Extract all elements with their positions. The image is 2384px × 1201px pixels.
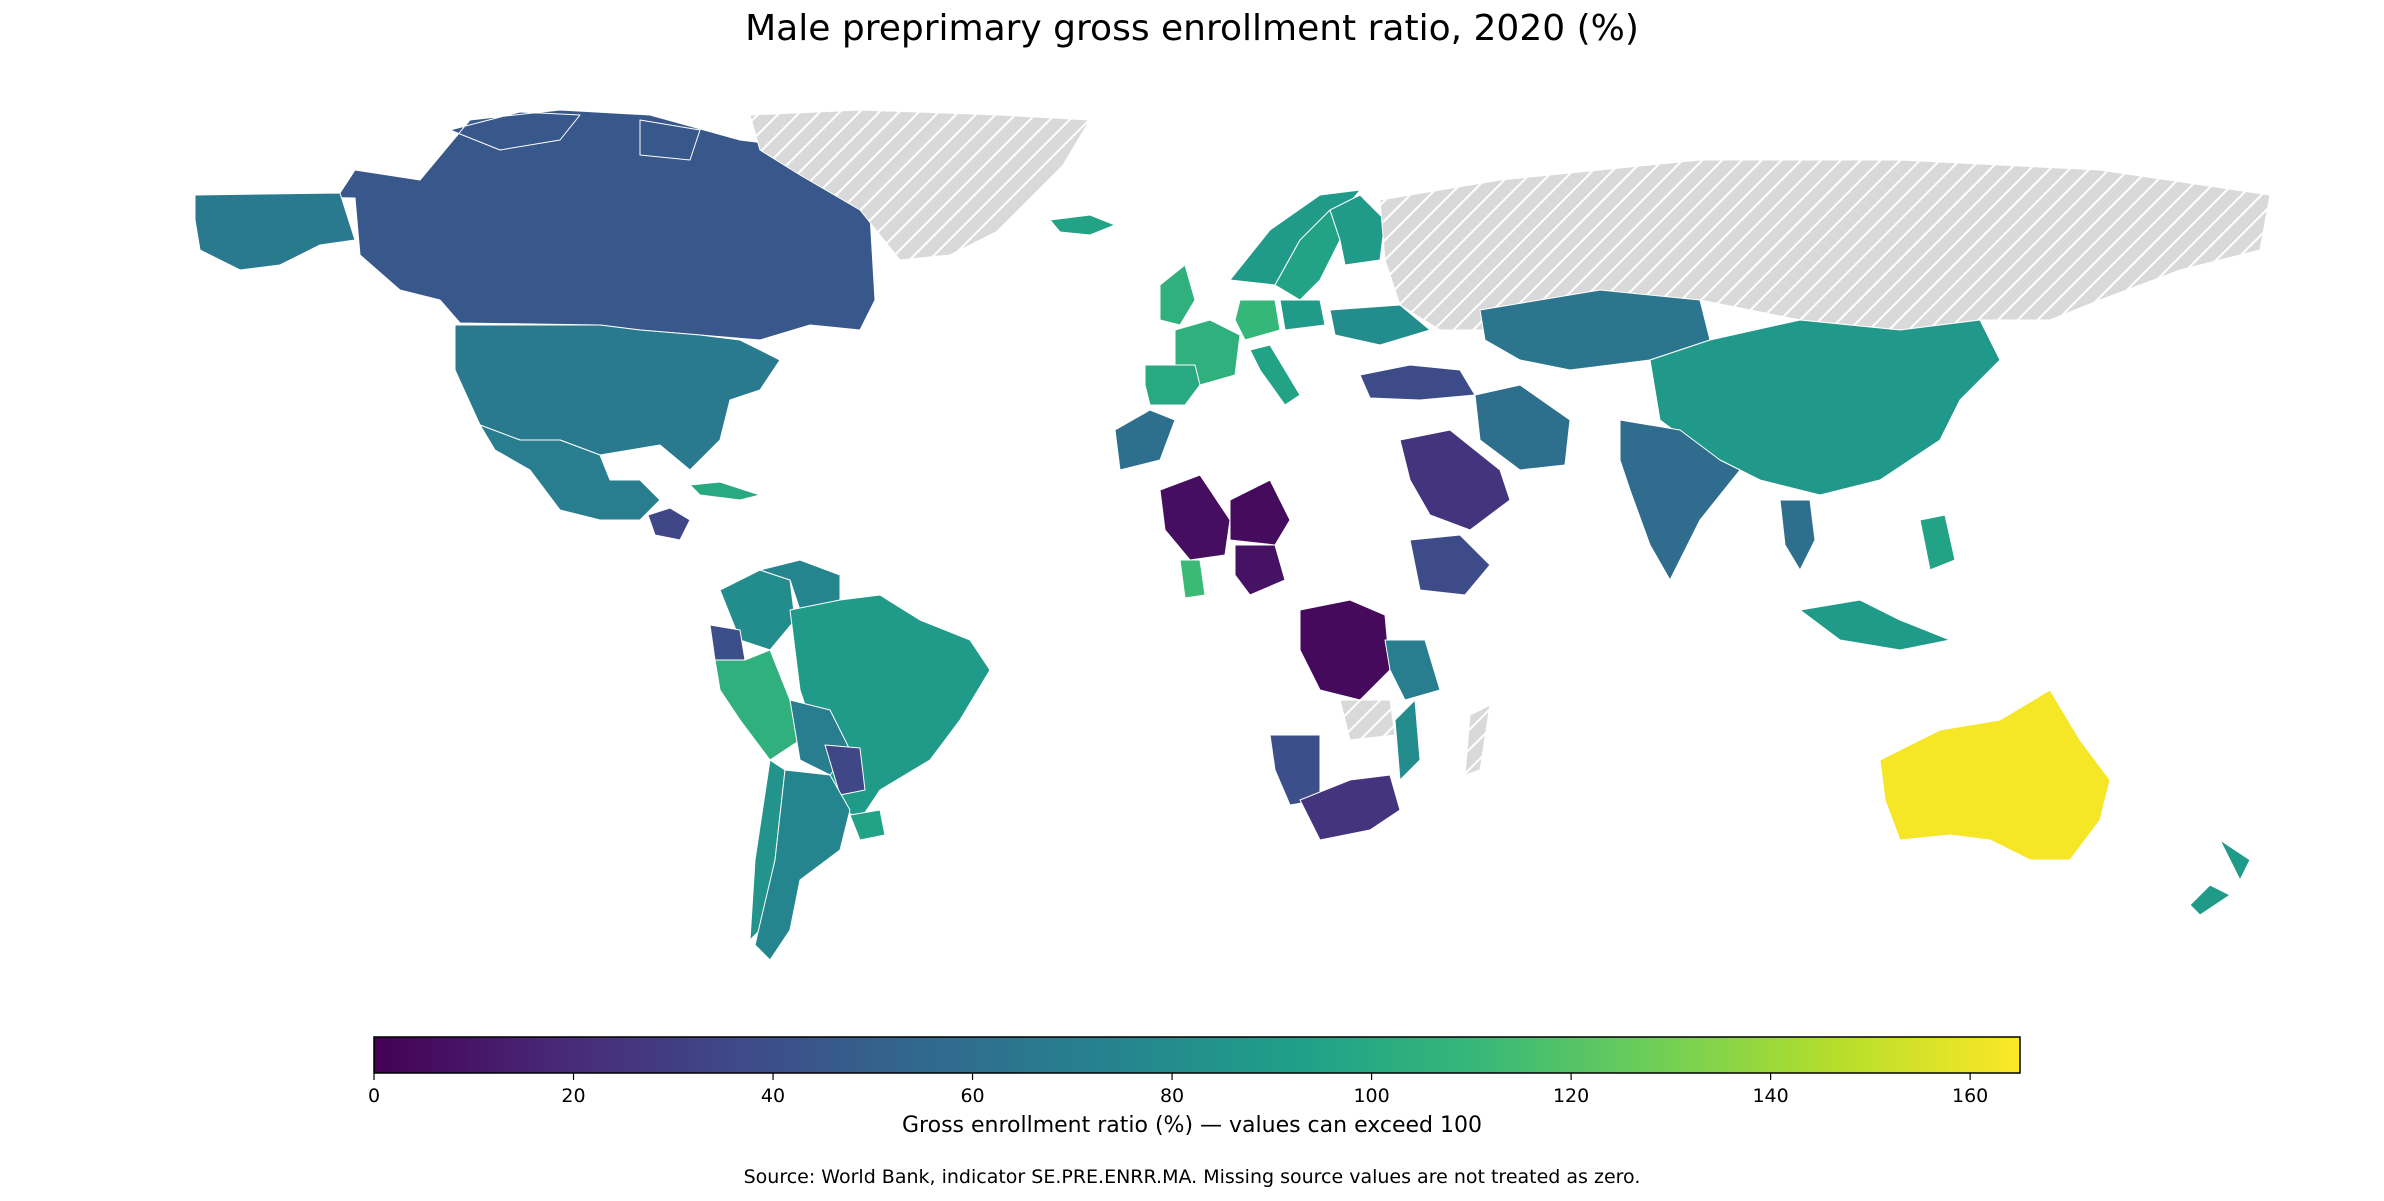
region-ethiopia: Ethiopia (1409, 534, 1491, 596)
colorbar-tick-label: 80 (1160, 1085, 1184, 1107)
colorbar-gradient (373, 1036, 2021, 1074)
region-iran: Iran (1474, 384, 1571, 471)
region-united-kingdom: United Kingdom (1159, 264, 1196, 326)
region-australia: Australia (1879, 689, 2111, 861)
region-thailand: Thailand (1779, 499, 1816, 571)
region-ghana: Ghana (1179, 559, 1206, 599)
region-ukraine: Ukraine (1329, 304, 1431, 346)
region-mozambique: Mozambique (1394, 699, 1421, 781)
region-poland: Poland (1279, 299, 1326, 331)
region-niger: Niger (1229, 479, 1291, 546)
region-philippines: Philippines (1919, 514, 1956, 571)
region-paraguay: Paraguay (824, 744, 866, 796)
region-new-zealand: New Zealand (2189, 839, 2251, 916)
colorbar: 0 20 40 60 80 100 120 140 160 (368, 1036, 2021, 1107)
region-argentina: Argentina (754, 769, 851, 961)
region-mali: Mali (1159, 474, 1231, 561)
colorbar-tick-label: 40 (761, 1085, 785, 1107)
colorbar-label: Gross enrollment ratio (%) — values can … (902, 1113, 1482, 1138)
region-south-africa: South Africa (1299, 774, 1401, 841)
region-spain: Spain (1144, 364, 1201, 406)
region-finland: Finland (1329, 194, 1386, 266)
colorbar-tick-label: 20 (561, 1085, 585, 1107)
region-guatemala: Guatemala (647, 507, 691, 541)
region-germany: Germany (1234, 299, 1281, 341)
region-indonesia: Indonesia (1799, 599, 1951, 651)
region-nigeria: Nigeria (1234, 544, 1286, 596)
region-cuba: Cuba (689, 481, 761, 501)
region-uruguay: Uruguay (849, 809, 886, 841)
region-madagascar: Madagascar (1464, 704, 1491, 776)
region-iceland: Iceland (1049, 214, 1116, 236)
region-morocco: Morocco (1114, 409, 1176, 471)
source-note: Source: World Bank, indicator SE.PRE.ENR… (743, 1166, 1641, 1188)
region-italy: Italy (1249, 344, 1301, 406)
world-map: CanadaUnited StatesMexicoGuatemalaCubaCo… (189, 109, 2271, 961)
region-canada: Canada (189, 109, 876, 341)
colorbar-tick-label: 160 (1952, 1085, 1988, 1107)
colorbar-tick-label: 120 (1553, 1085, 1589, 1107)
colorbar-tick-label: 0 (368, 1085, 380, 1107)
colorbar-tick-label: 140 (1752, 1085, 1788, 1107)
region-zambia: Zambia (1339, 699, 1396, 741)
colorbar-tick-label: 100 (1353, 1085, 1389, 1107)
region-greenland: Greenland (749, 109, 1091, 261)
region-saudi-arabia: Saudi Arabia (1399, 429, 1511, 531)
map-title: Male preprimary gross enrollment ratio, … (745, 8, 1639, 49)
region-mexico: Mexico (479, 424, 661, 521)
region-dr-congo: DR Congo (1299, 599, 1391, 701)
region-tanzania: Tanzania (1384, 639, 1441, 701)
region-india: India (1619, 419, 1741, 581)
colorbar-tick-label: 60 (960, 1085, 984, 1107)
